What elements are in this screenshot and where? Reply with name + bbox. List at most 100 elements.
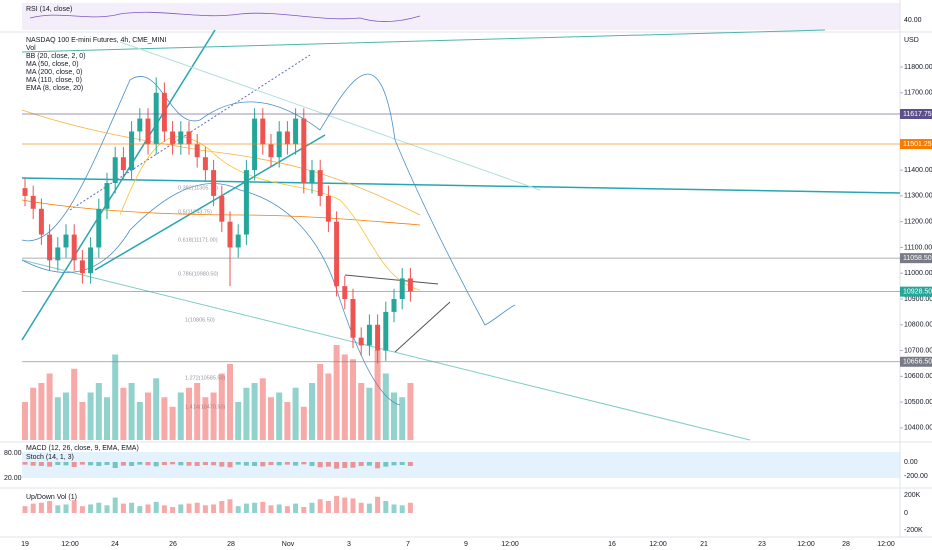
volume-bar: [79, 402, 86, 440]
triangle-line: [344, 274, 439, 285]
volume-bar: [87, 392, 94, 440]
legend-item: BB (20, close, 2, 0): [26, 53, 86, 60]
volume-bar: [95, 383, 102, 440]
macd-bar: [194, 462, 200, 466]
updown-bar: [243, 503, 249, 513]
macd-bar: [112, 462, 118, 468]
volume-bar: [120, 387, 127, 440]
candle-body: [137, 118, 143, 132]
updown-bar: [194, 502, 200, 513]
volume-bar: [169, 406, 176, 440]
updown-tick: 200K: [904, 492, 921, 499]
volume-bar: [22, 402, 28, 440]
rsi-tick: 40.00: [904, 17, 922, 24]
fib-label: 0.786(10980.50): [178, 271, 219, 277]
trendline: [94, 134, 326, 271]
price-label: 11617.75: [903, 111, 932, 118]
updown-bar: [375, 496, 381, 513]
volume-bar: [235, 402, 242, 440]
candle-body: [145, 118, 151, 145]
volume-bar: [194, 383, 201, 440]
trendline: [119, 41, 541, 191]
updown-bar: [22, 506, 28, 513]
price-tag: [900, 253, 932, 264]
candle-body: [407, 278, 413, 292]
volume-bar: [112, 354, 119, 440]
macd-tick: -200.00: [904, 473, 928, 480]
macd-bar: [170, 462, 176, 465]
rsi-band: [22, 3, 900, 30]
volume-bar: [54, 397, 61, 440]
candle-body: [391, 299, 397, 312]
updown-bar: [301, 507, 307, 513]
volume-bar: [350, 359, 356, 440]
stoch-tick: 20.00: [4, 475, 22, 482]
updown-bar: [63, 504, 69, 513]
y-tick-label: 10900.00: [904, 296, 932, 303]
macd-bar: [399, 462, 405, 465]
x-tick-label: 12:00: [797, 541, 815, 548]
macd-bar: [391, 462, 397, 466]
candle-body: [112, 157, 118, 184]
macd-bar: [161, 462, 167, 465]
candle-body: [284, 131, 290, 145]
moving-average: [21, 199, 421, 226]
macd-bar: [202, 462, 208, 465]
macd-bar: [375, 462, 381, 469]
updown-bar: [317, 499, 323, 513]
updown-bar: [260, 501, 266, 513]
x-tick-label: 12:00: [649, 541, 667, 548]
updown-bar: [170, 507, 176, 513]
updown-bar: [186, 503, 192, 513]
candle-body: [334, 221, 340, 287]
updown-bar: [71, 500, 77, 513]
candle-body: [120, 157, 126, 171]
price-tag: [900, 356, 932, 367]
volume-bar: [325, 373, 332, 440]
y-tick-label: 11200.00: [904, 219, 932, 226]
candle-body: [88, 247, 94, 274]
volume-bar: [407, 383, 414, 440]
updown-bar: [293, 503, 299, 513]
volume-bar: [268, 397, 274, 440]
legend-item: MA (200, close, 0): [26, 69, 82, 76]
candle-body: [309, 170, 315, 184]
macd-bar: [260, 462, 266, 467]
updown-bar: [145, 504, 151, 513]
macd-bar: [350, 462, 356, 468]
updown-bar: [178, 504, 184, 513]
x-tick-label: 16: [608, 541, 616, 548]
updown-bar: [366, 503, 372, 513]
updown-bar: [161, 505, 167, 513]
chart-title: NASDAQ 100 E-mini Futures, 4h, CME_MINI: [26, 37, 166, 44]
candle-body: [129, 131, 135, 171]
updown-bar: [252, 502, 258, 513]
candle-body: [153, 92, 159, 145]
candle-body: [268, 144, 274, 158]
macd-bar: [55, 462, 61, 465]
candle-body: [186, 131, 192, 145]
volume-bar: [186, 387, 192, 440]
volume-bar: [276, 392, 283, 440]
volume-bar: [71, 368, 78, 440]
candle-body: [211, 170, 217, 196]
volume-bar: [366, 387, 373, 440]
stoch-band: [22, 452, 900, 478]
macd-bar: [252, 462, 258, 466]
volume-bar: [210, 392, 217, 440]
y-tick-label: 11300.00: [904, 193, 932, 200]
volume-bar: [227, 364, 233, 440]
macd-bar: [284, 462, 290, 465]
trendline: [21, 29, 826, 53]
updown-tick: -200K: [904, 527, 923, 534]
macd-bar: [88, 462, 94, 466]
y-tick-label: 10400.00: [904, 425, 932, 432]
candle-body: [55, 247, 61, 261]
updown-bar: [391, 504, 397, 513]
macd-tick: 0.00: [904, 459, 918, 466]
volume-bar: [202, 397, 209, 440]
candle-body: [104, 183, 110, 209]
volume-bar: [259, 378, 266, 440]
x-tick-label: 3: [347, 541, 351, 548]
volume-bar: [300, 406, 307, 440]
